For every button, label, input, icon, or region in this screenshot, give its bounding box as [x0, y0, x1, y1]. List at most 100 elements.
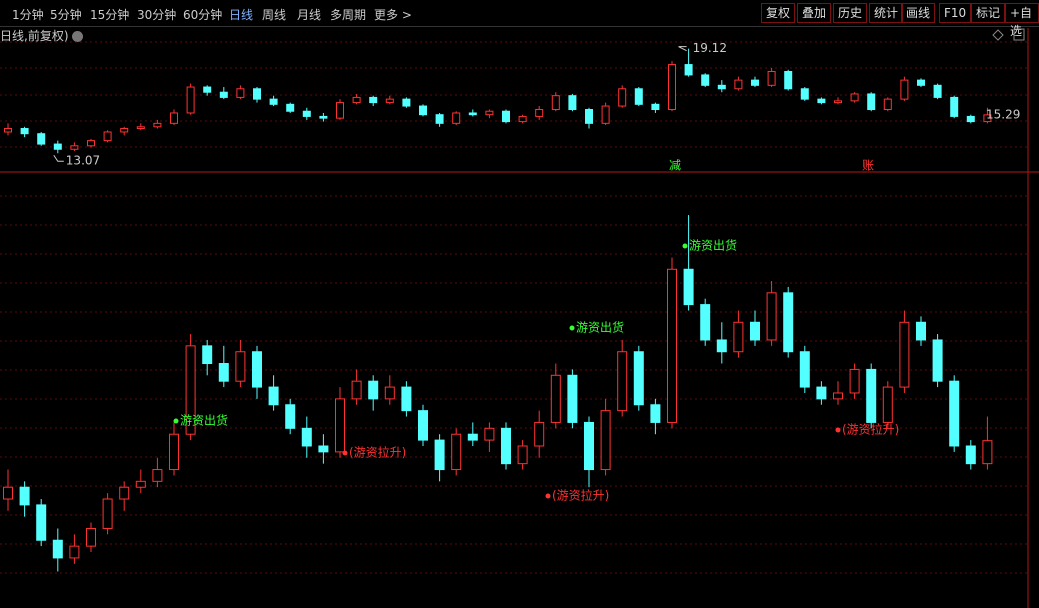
candle-body [634, 88, 643, 105]
candle-body [434, 439, 445, 471]
toolbar-button[interactable]: 统计 [869, 3, 904, 23]
candle-body [585, 109, 593, 124]
candle-body [617, 351, 628, 412]
signal-label: 游资出货 [689, 238, 737, 253]
period-tab[interactable]: 15分钟 [90, 8, 130, 22]
candle-body [485, 110, 494, 116]
toolbar-button[interactable]: 标记 [971, 3, 1006, 23]
candle-body [800, 88, 809, 100]
candle-body [932, 339, 943, 382]
candle-body [966, 115, 975, 123]
candle-body [20, 128, 29, 135]
candle-body [103, 131, 112, 142]
period-tab[interactable]: 日线 [229, 8, 254, 22]
signal-label: (游资拉升) [552, 488, 609, 503]
candle-body [601, 105, 610, 124]
candle-body [336, 102, 344, 119]
candle-body [385, 98, 394, 104]
candle-body [933, 84, 942, 98]
candle-body [135, 480, 146, 488]
candle-body [799, 351, 810, 388]
signal-label: (游资拉升) [349, 445, 406, 460]
candle-body [817, 98, 826, 104]
candle-body [36, 504, 47, 541]
candle-body [202, 345, 213, 365]
candle-body [717, 84, 726, 90]
candle-body [833, 392, 843, 400]
candle-body [700, 304, 711, 341]
candle-body [120, 128, 129, 133]
candle-body [849, 368, 860, 394]
last-price: 15.29 [986, 107, 1020, 121]
signal-dot [569, 325, 575, 331]
candle-body [784, 70, 793, 90]
period-tab[interactable]: 周线 [262, 8, 287, 22]
candle-body [401, 386, 412, 412]
candle-body [86, 527, 96, 547]
signal-dot [545, 493, 551, 499]
period-tab[interactable]: 多周期 [330, 8, 367, 22]
candle-body [301, 427, 312, 447]
toolbar-button[interactable]: 叠加 [797, 3, 832, 23]
candle-body [235, 351, 246, 382]
candle-body [484, 427, 495, 441]
candle-body [982, 440, 993, 465]
candle-body [219, 91, 228, 98]
event-marker: 减 [669, 159, 681, 173]
candle-body [369, 96, 378, 104]
candle-body [900, 79, 909, 100]
candle-body [419, 105, 427, 116]
candle-body [683, 268, 694, 306]
toolbar-button[interactable]: 历史 [833, 3, 868, 23]
candle-body [766, 292, 777, 341]
high-pointer [678, 46, 687, 52]
signal-dot [342, 450, 348, 456]
candle-body [318, 445, 329, 453]
candle-body [633, 351, 644, 406]
period-tab[interactable]: 更多 > [374, 8, 412, 22]
candle-body [618, 88, 627, 107]
diamond-icon[interactable] [992, 29, 1004, 41]
candle-body [69, 545, 80, 559]
period-tab[interactable]: 5分钟 [50, 8, 82, 22]
candle-body [783, 292, 794, 353]
candle-body [87, 140, 95, 147]
candle-body [751, 79, 759, 86]
candle-body [667, 268, 677, 423]
candle-body [502, 110, 510, 123]
candle-body [152, 469, 163, 482]
candle-body [882, 386, 893, 423]
candle-body [468, 112, 477, 116]
candle-body [435, 114, 444, 124]
candle-body [767, 70, 776, 86]
candle-body [185, 345, 196, 435]
candle-body [733, 321, 744, 353]
toolbar-button[interactable]: 画线 [901, 3, 936, 23]
toolbar-button[interactable]: +自选 [1005, 3, 1039, 38]
period-tab[interactable]: 60分钟 [183, 8, 223, 22]
candle-body [467, 433, 478, 441]
candle-body [53, 143, 62, 150]
candle-body [750, 321, 760, 341]
panel-icon[interactable] [1013, 28, 1025, 41]
toolbar-button[interactable]: F10 [939, 3, 972, 23]
candle-body [816, 386, 827, 400]
period-tab[interactable]: 1分钟 [12, 8, 44, 22]
period-tab[interactable]: 30分钟 [137, 8, 177, 22]
candle-body [850, 93, 859, 102]
candle-body [899, 321, 910, 388]
candle-body [668, 64, 676, 111]
signal-dot [682, 243, 688, 249]
candle-body [517, 445, 528, 465]
period-tab[interactable]: 月线 [297, 8, 322, 22]
candle-body [153, 122, 162, 128]
toolbar: 1分钟 5分钟 15分钟 30分钟 60分钟 日线 周线 月线 多周期 更多 > 复权 叠加 历史 统计画… [0, 0, 1039, 38]
candle-body [684, 64, 693, 76]
candle-body [600, 410, 611, 471]
signal-dot [173, 418, 179, 424]
toolbar-button[interactable]: 复权 [761, 3, 796, 23]
candle-body [136, 126, 145, 130]
dropdown-icon[interactable] [72, 31, 84, 42]
candle-body [550, 374, 561, 423]
signal-dot [835, 427, 841, 433]
